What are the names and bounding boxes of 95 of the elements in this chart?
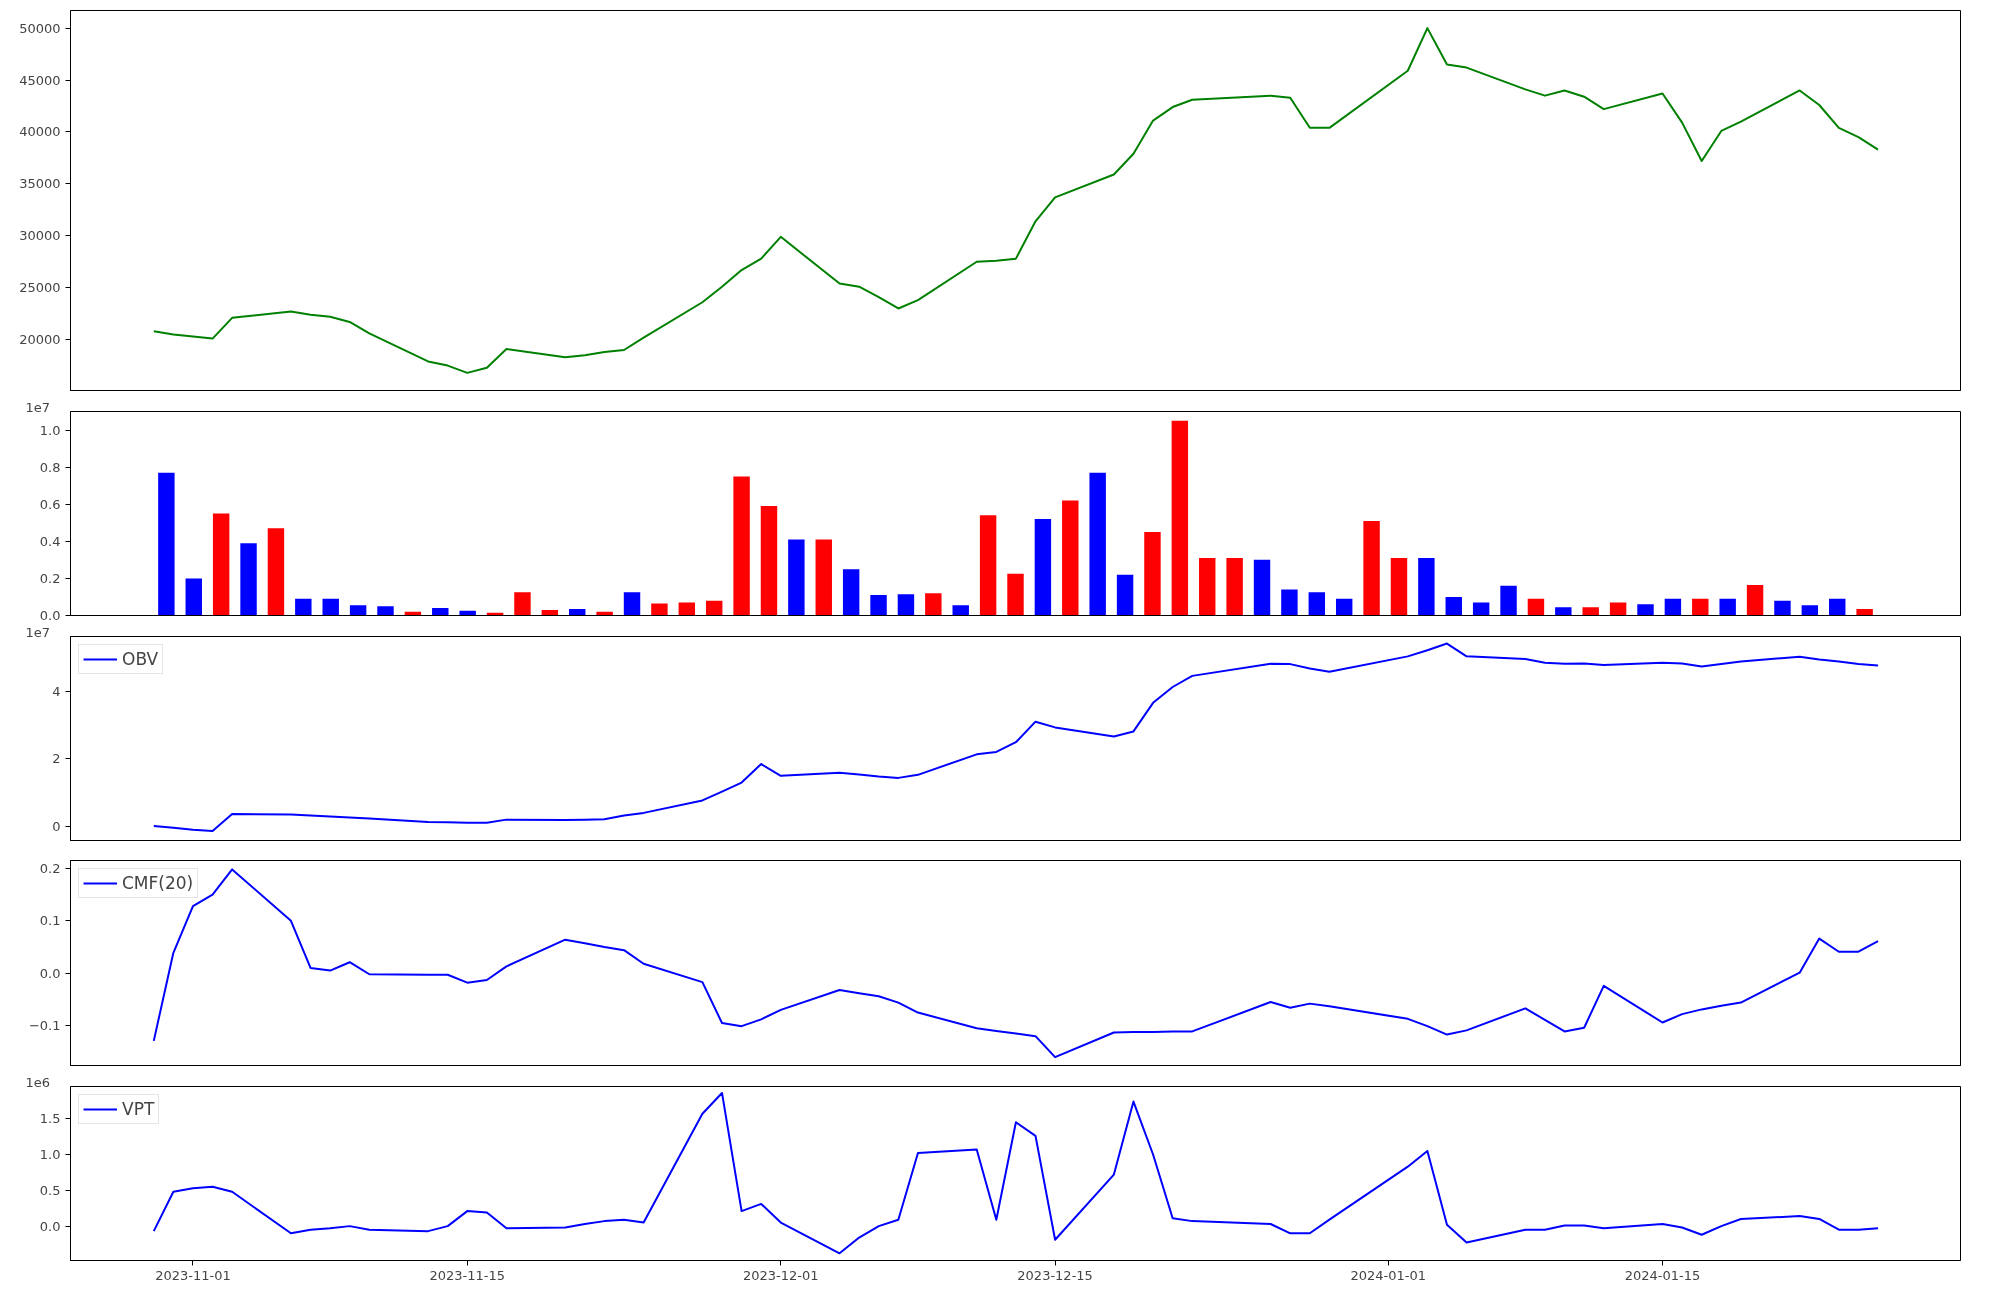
y-tick-label: 0.8: [39, 459, 61, 475]
bar: [1445, 596, 1462, 616]
bar: [1390, 558, 1408, 616]
legend-label: VPT: [122, 1099, 155, 1119]
bar: [1472, 602, 1490, 616]
bar: [1582, 607, 1599, 616]
bar: [1335, 598, 1353, 616]
y-tick-label: 0: [52, 818, 61, 834]
bar: [1144, 532, 1161, 616]
bar: [1692, 598, 1709, 616]
bar: [1253, 559, 1271, 616]
y-tick-label: −0.1: [28, 1018, 61, 1034]
bar: [952, 605, 969, 616]
legend-label: CMF(20): [122, 873, 194, 893]
bar: [212, 513, 230, 616]
bar: [897, 594, 915, 616]
bar: [1856, 609, 1873, 616]
y-tick-label: 50000: [19, 20, 61, 36]
y-tick-label: 1.0: [39, 1147, 61, 1163]
bar: [1171, 420, 1189, 616]
bar: [158, 472, 175, 616]
bar: [1226, 558, 1243, 616]
bar: [1774, 600, 1791, 616]
bar: [1746, 584, 1764, 616]
bar: [842, 569, 860, 616]
bar: [1281, 589, 1298, 616]
x-tick-label: 2024-01-15: [1624, 1267, 1701, 1283]
bar: [1801, 605, 1819, 616]
x-tick-label: 2023-11-15: [429, 1267, 506, 1283]
y-tick-label: 0.4: [39, 533, 61, 549]
bar: [322, 598, 339, 616]
y-tick-label: 1.0: [39, 422, 61, 438]
line-series: [152, 27, 1880, 374]
bar: [815, 539, 832, 616]
x-tick-label: 2023-12-15: [1017, 1267, 1093, 1283]
bar: [377, 606, 394, 616]
bar: [1062, 500, 1079, 616]
bar: [1034, 519, 1052, 616]
y-tick-label: 0.6: [39, 496, 61, 512]
bar: [1527, 598, 1545, 616]
text: 1e6: [25, 1074, 51, 1090]
bar: [1199, 558, 1216, 616]
y-tick-label: 0.0: [39, 965, 61, 981]
bar: [295, 598, 312, 616]
bar: [678, 602, 696, 616]
y-tick-label: 4: [52, 683, 61, 699]
text: 1e7: [25, 624, 51, 640]
bar: [623, 592, 641, 616]
bar: [1719, 598, 1736, 616]
y-tick-label: 2: [52, 751, 61, 767]
bar: [349, 605, 367, 616]
y-tick-label: 0.0: [39, 608, 61, 623]
bar: [432, 608, 449, 616]
bar: [651, 603, 668, 616]
bar: [705, 600, 723, 616]
bar: [925, 593, 942, 616]
bar: [514, 592, 531, 616]
bar: [1664, 598, 1682, 616]
y-tick-label: 0.1: [39, 913, 61, 929]
bar: [1609, 602, 1627, 616]
bar: [733, 476, 750, 616]
x-tick-label: 2024-01-01: [1350, 1267, 1426, 1283]
y-tick-label: 20000: [19, 332, 61, 348]
bar: [870, 595, 887, 616]
bar: [1089, 472, 1106, 616]
y-tick-label: 0.2: [39, 860, 61, 876]
bar: [240, 543, 257, 616]
y-tick-label: 45000: [19, 72, 61, 88]
text: 1e7: [25, 399, 51, 415]
legend-label: OBV: [122, 649, 159, 669]
x-tick-label: 2023-11-01: [155, 1267, 231, 1283]
bar: [1418, 558, 1435, 616]
y-tick-label: 1.5: [39, 1111, 61, 1127]
y-tick-label: 25000: [19, 280, 61, 296]
bar: [1829, 598, 1846, 616]
bar: [1500, 585, 1517, 616]
bar: [979, 515, 997, 616]
bar: [1555, 607, 1572, 616]
bar: [788, 539, 805, 616]
y-tick-label: 0.5: [39, 1182, 61, 1198]
bar: [1637, 604, 1654, 616]
bar: [1007, 573, 1024, 616]
y-tick-label: 0.0: [39, 1218, 61, 1234]
y-tick-label: 40000: [19, 124, 61, 140]
y-tick-label: 35000: [19, 176, 61, 192]
bar: [1308, 592, 1326, 616]
bar: [1116, 574, 1134, 616]
bar: [569, 609, 586, 616]
x-tick-label: 2023-12-01: [743, 1267, 819, 1283]
bar: [185, 578, 202, 616]
bar: [1363, 520, 1380, 616]
bar: [760, 506, 778, 616]
bar: [267, 528, 285, 616]
y-tick-label: 30000: [19, 228, 61, 244]
y-tick-label: 0.2: [39, 570, 61, 586]
